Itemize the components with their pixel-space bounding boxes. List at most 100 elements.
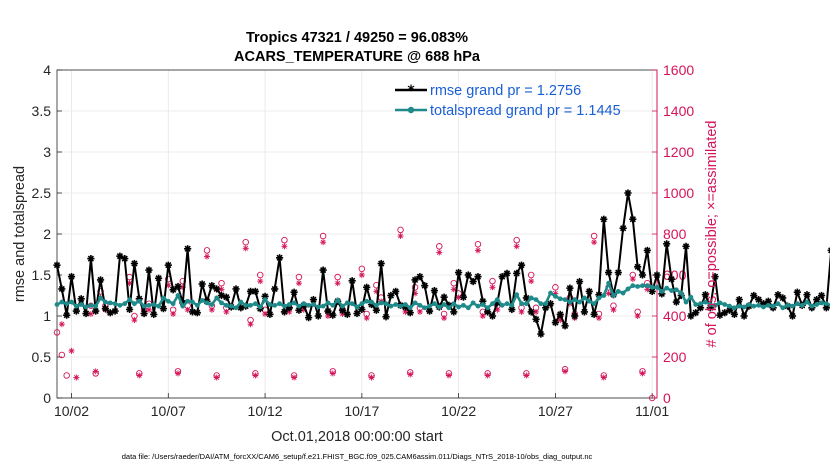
totalspread-point	[538, 301, 544, 307]
obs-assimilated-point	[320, 239, 327, 246]
totalspread-point	[146, 302, 152, 308]
legend-entry-rmse: rmse grand pr = 1.2756	[430, 83, 581, 99]
obs-assimilated-point	[445, 372, 452, 379]
totalspread-point	[325, 300, 331, 306]
rmse-point	[779, 294, 787, 302]
totalspread-point	[790, 303, 795, 309]
totalspread-point	[809, 303, 815, 309]
totalspread-point	[480, 302, 486, 307]
obs-assimilated-point	[223, 308, 230, 315]
totalspread-point	[252, 301, 258, 307]
obs-possible-point	[53, 329, 61, 336]
obs-assimilated-point	[595, 315, 602, 322]
totalspread-point	[180, 303, 186, 309]
obs-possible-point	[319, 232, 327, 240]
rmse-point	[585, 287, 593, 295]
rmse-point	[101, 305, 109, 313]
line-series	[53, 189, 830, 338]
rmse-point	[667, 275, 676, 283]
rmse-point	[309, 296, 318, 304]
totalspread-point	[543, 301, 549, 307]
obs-assimilated-point	[242, 245, 249, 252]
obs-assimilated-point	[208, 306, 215, 313]
x-tick-label: 11/01	[635, 403, 669, 419]
rmse-point	[92, 307, 100, 315]
totalspread-point	[282, 303, 287, 309]
totalspread-point	[620, 290, 626, 296]
y-left-tick-label: 0.5	[32, 349, 52, 365]
rmse-point	[755, 296, 763, 304]
obs-possible-point	[489, 277, 496, 285]
y-left-tick-label: 3.5	[32, 103, 52, 119]
totalspread-point	[611, 293, 616, 298]
obs-assimilated-point	[131, 317, 138, 324]
totalspread-point	[286, 302, 292, 307]
rmse-point	[634, 263, 642, 271]
obs-assimilated-point	[523, 372, 530, 379]
totalspread-point	[315, 304, 321, 310]
totalspread-point	[746, 302, 752, 307]
obs-assimilated-point	[295, 280, 302, 287]
obs-assimilated-point	[257, 278, 264, 285]
totalspread-point	[548, 290, 553, 296]
rmse-point	[687, 312, 695, 320]
rmse-point	[343, 310, 351, 318]
rmse-point	[464, 271, 472, 279]
obs-assimilated-point	[634, 313, 641, 319]
rmse-point	[619, 224, 627, 232]
totalspread-point	[640, 283, 645, 289]
rmse-point	[537, 330, 545, 338]
obs-assimilated-point	[334, 280, 341, 287]
y-left-tick-label: 1	[43, 308, 51, 324]
rmse-point	[692, 309, 700, 317]
rmse-point	[788, 312, 797, 320]
rmse-point	[411, 276, 419, 284]
totalspread-point	[654, 284, 660, 290]
obs-assimilated-point	[484, 372, 491, 379]
obs-assimilated-point	[252, 372, 259, 379]
totalspread-point	[770, 303, 776, 309]
y-left-tick-label: 2	[43, 226, 51, 242]
rmse-point	[421, 282, 429, 290]
rmse-point	[305, 314, 313, 322]
x-axis: 10/02 10/07 10/12 10/17 10/22 10/27 11/01	[54, 393, 669, 419]
totalspread-point	[349, 301, 355, 307]
obs-possible-point	[63, 372, 70, 379]
totalspread-point	[272, 302, 278, 308]
rmse-point	[600, 215, 608, 223]
rmse-point	[58, 285, 66, 293]
totalspread-point	[649, 284, 655, 290]
totalspread-point	[335, 298, 341, 303]
totalspread-point	[238, 299, 244, 305]
totalspread-point	[533, 297, 539, 302]
totalspread-point	[799, 302, 805, 308]
rmse-point	[711, 273, 719, 281]
rmse-point	[358, 305, 366, 314]
rmse-point	[348, 277, 356, 285]
y-left-tick-label: 0	[43, 390, 51, 406]
rmse-point	[532, 315, 540, 323]
totalspread-point	[257, 304, 263, 310]
rmse-point	[319, 266, 327, 274]
obs-possible-point	[513, 236, 520, 244]
footnote: data file: /Users/raeder/DAI/ATM_forcXX/…	[122, 452, 593, 461]
rmse-point	[416, 273, 424, 281]
rmse-point	[324, 307, 332, 315]
totalspread-point	[102, 299, 108, 305]
totalspread-point	[727, 303, 732, 309]
totalspread-point	[732, 305, 737, 311]
totalspread-point	[78, 302, 84, 307]
totalspread-point	[320, 303, 326, 309]
rmse-point	[67, 273, 76, 281]
obs-assimilated-point	[73, 374, 80, 381]
rmse-point	[251, 287, 259, 295]
totalspread-point	[514, 292, 520, 298]
rmse-point	[571, 312, 579, 320]
totalspread-point	[199, 298, 205, 303]
totalspread-point	[756, 302, 762, 308]
totalspread-point	[523, 301, 529, 307]
totalspread-point	[765, 302, 771, 308]
totalspread-point	[344, 300, 350, 306]
rmse-point	[440, 293, 448, 301]
obs-possible-point	[552, 284, 559, 291]
